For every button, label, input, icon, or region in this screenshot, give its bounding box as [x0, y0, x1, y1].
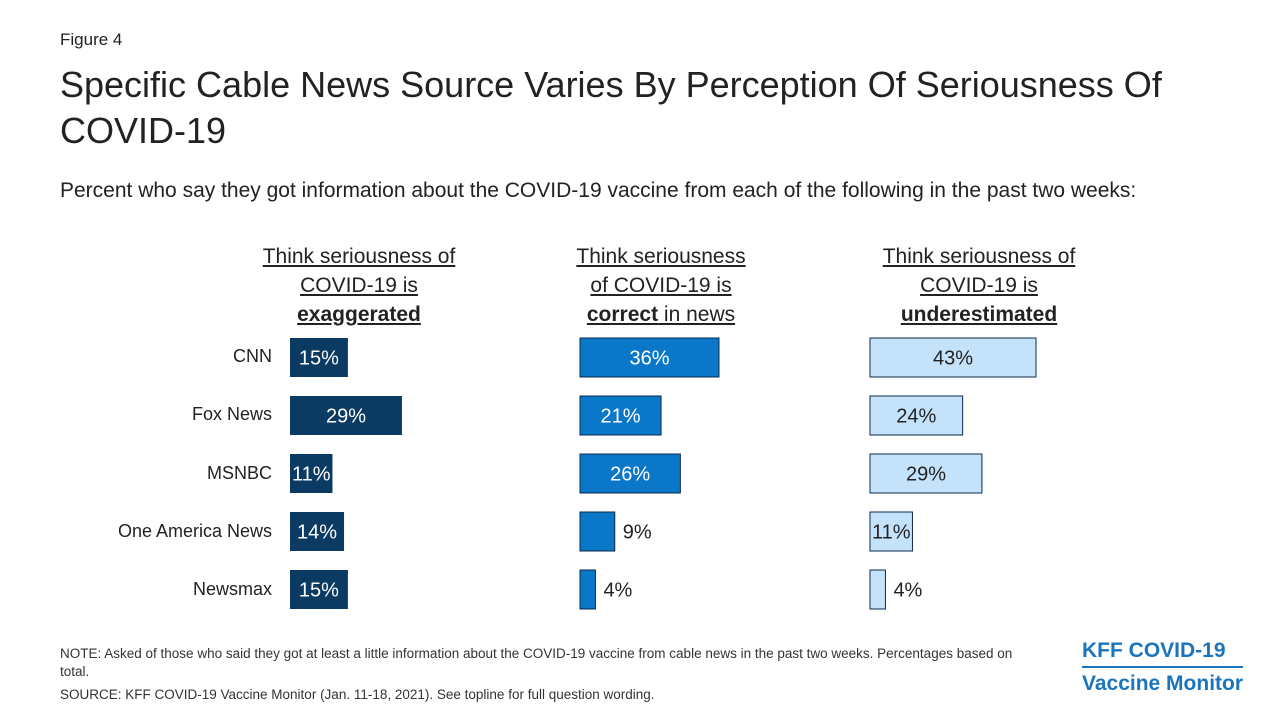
- bar-label-series1-one-america-news: 14%: [297, 522, 337, 544]
- bar-series2-fox-news: [579, 395, 662, 436]
- panel-title-correct: Think seriousness of COVID-19 is correct…: [541, 242, 781, 329]
- bar-series3-cnn: [869, 337, 1037, 378]
- panel-title-bold: underestimated: [900, 303, 1058, 326]
- category-label-msnbc: MSNBC: [206, 463, 272, 483]
- logo-line2: Vaccine Monitor: [1082, 666, 1244, 699]
- figure-label: Figure 4: [60, 30, 123, 49]
- bar-series3-one-america-news: [869, 511, 913, 552]
- bar-series2-newsmax: [579, 569, 596, 610]
- chart-title: Specific Cable News Source Varies By Per…: [60, 64, 1162, 151]
- panel-title-line2: COVID-19 is: [920, 274, 1038, 297]
- bar-label-series1-newsmax: 15%: [299, 580, 339, 602]
- bar-label-series3-msnbc: 29%: [906, 464, 946, 486]
- bar-series2-msnbc: [579, 453, 681, 494]
- logo-line1: KFF COVID-19: [1082, 639, 1226, 662]
- panel-title-bold: exaggerated: [297, 303, 421, 326]
- panel-title-line2: of COVID-19 is: [590, 274, 732, 297]
- bar-series1-fox-news: [290, 396, 402, 435]
- panel-title-line1: Think seriousness: [576, 245, 746, 268]
- bar-label-series3-one-america-news: 11%: [872, 522, 911, 544]
- category-label-one-america-news: One America News: [117, 521, 272, 541]
- bar-label-series3-newsmax: 4%: [893, 580, 922, 602]
- chart-subtitle: Percent who say they got information abo…: [60, 179, 1137, 202]
- category-label-newsmax: Newsmax: [192, 579, 272, 599]
- bar-series3-msnbc: [869, 453, 983, 494]
- bar-series2-cnn: [579, 337, 720, 378]
- bar-label-series3-cnn: 43%: [933, 348, 973, 370]
- panel-title-exaggerated: Think seriousness of COVID-19 is exagger…: [239, 242, 479, 329]
- bar-series1-cnn: [290, 338, 348, 377]
- category-label-cnn: CNN: [233, 346, 272, 366]
- note-text: NOTE: Asked of those who said they got a…: [60, 646, 1013, 679]
- bar-series2-one-america-news: [579, 511, 616, 552]
- panel-title-bold: correct: [586, 303, 659, 326]
- panel-title-rest: in news: [658, 303, 736, 326]
- bar-series1-one-america-news: [290, 512, 345, 551]
- bar-label-series3-fox-news: 24%: [896, 406, 936, 428]
- category-label-fox-news: Fox News: [191, 404, 272, 424]
- panel-title-line1: Think seriousness of: [882, 245, 1076, 268]
- bar-label-series2-fox-news: 21%: [601, 406, 641, 428]
- bar-label-series1-msnbc: 11%: [292, 464, 331, 486]
- bar-series3-newsmax: [869, 569, 886, 610]
- bar-series3-fox-news: [869, 395, 964, 436]
- panel-title-line1: Think seriousness of: [262, 245, 456, 268]
- panel-title-underestimated: Think seriousness of COVID-19 is underes…: [849, 242, 1109, 329]
- bar-label-series2-msnbc: 26%: [610, 464, 650, 486]
- bar-label-series2-one-america-news: 9%: [623, 522, 652, 544]
- panel-title-line2: COVID-19 is: [300, 274, 418, 297]
- bar-label-series1-fox-news: 29%: [326, 406, 366, 428]
- bar-label-series2-cnn: 36%: [629, 348, 669, 370]
- bar-series1-newsmax: [290, 570, 348, 609]
- bar-label-series1-cnn: 15%: [299, 348, 339, 370]
- bar-label-series2-newsmax: 4%: [603, 580, 632, 602]
- kff-logo: KFF COVID-19 Vaccine Monitor: [1082, 636, 1252, 699]
- source-text: SOURCE: KFF COVID-19 Vaccine Monitor (Ja…: [60, 687, 655, 702]
- bar-series1-msnbc: [290, 454, 333, 493]
